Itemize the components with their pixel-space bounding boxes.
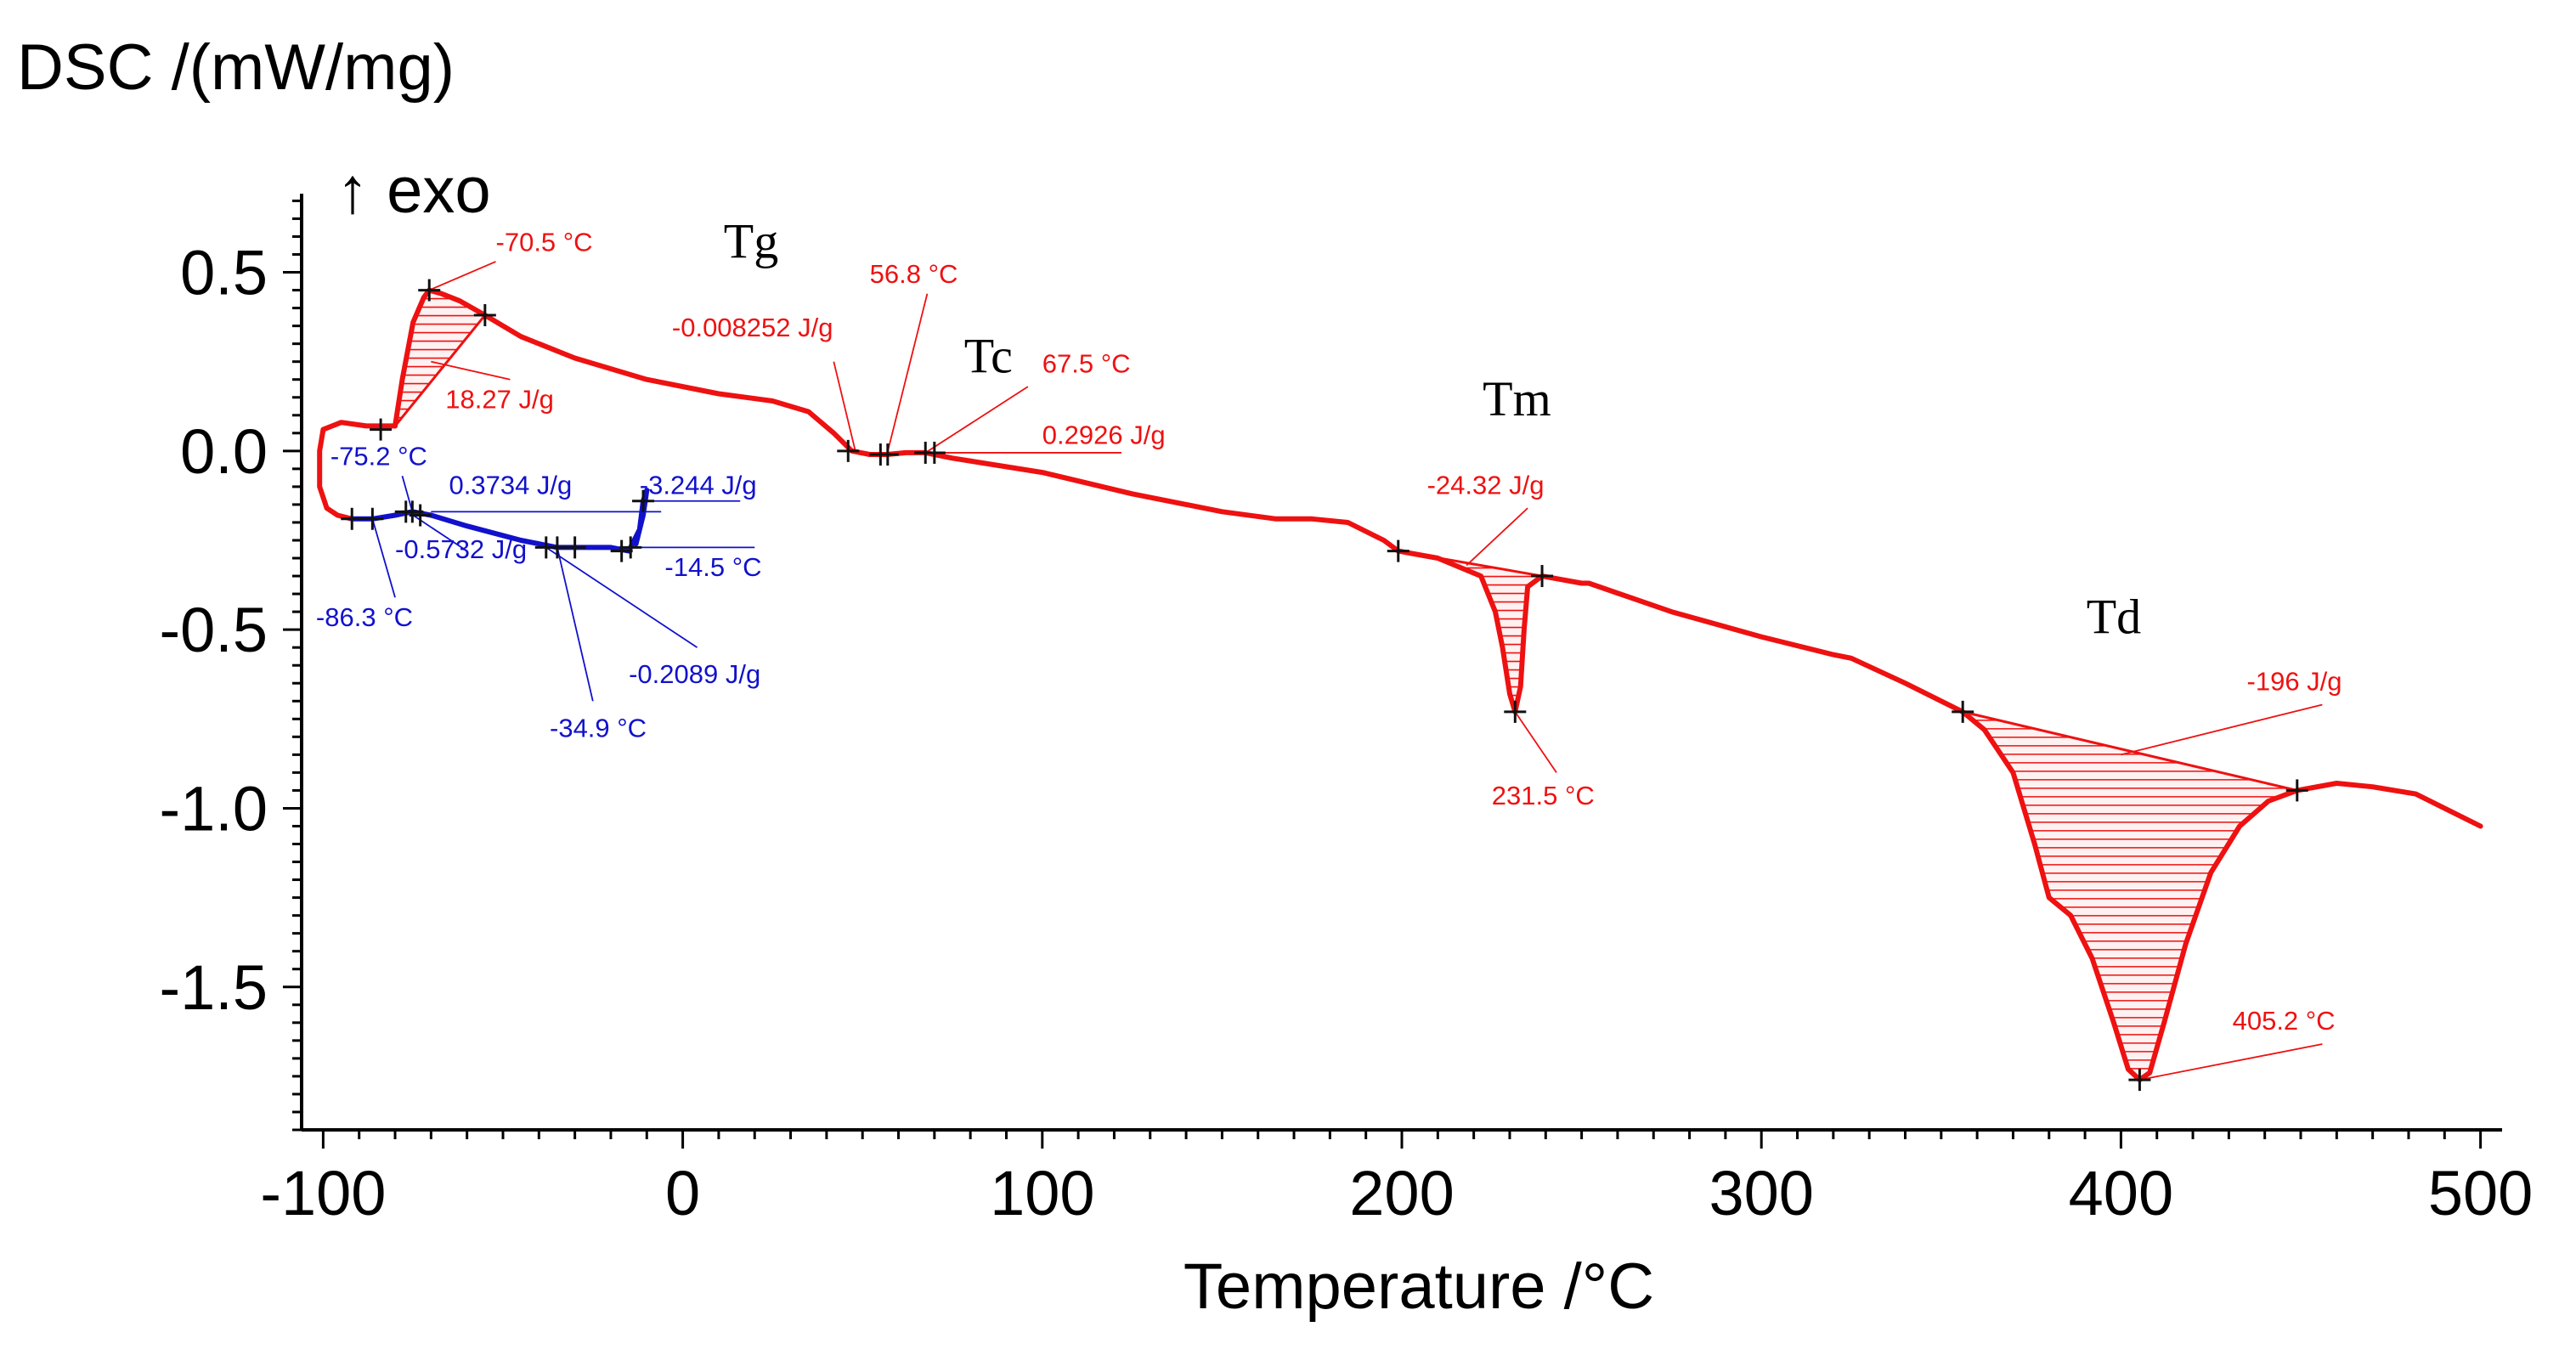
data-marker: [2128, 1069, 2151, 1092]
data-marker: [1504, 700, 1527, 723]
x-axis-label: Temperature /°C: [1183, 1251, 1654, 1323]
data-marker: [632, 489, 655, 512]
leader-line-3: [886, 293, 929, 455]
transition-label: Tg: [724, 214, 778, 269]
x-tick-label: 100: [990, 1158, 1094, 1228]
x-tick-label: 300: [1709, 1158, 1813, 1228]
leader-line-16: [545, 546, 698, 648]
annotation-label: -14.5 °C: [664, 552, 761, 582]
data-marker: [2285, 779, 2308, 802]
data-marker: [361, 507, 384, 530]
y-tick-label: 0.0: [180, 416, 268, 487]
leader-line-9: [2121, 703, 2323, 756]
annotation-label: 67.5 °C: [1042, 348, 1131, 378]
x-tick-label: 200: [1349, 1158, 1454, 1228]
leader-line-10: [401, 476, 414, 512]
leader-line-8: [2139, 1043, 2323, 1081]
transition-label: Tc: [964, 328, 1013, 383]
annotation-label: -34.9 °C: [550, 713, 647, 742]
annotation-label: -0.008252 J/g: [672, 313, 833, 342]
annotation-label: -75.2 °C: [330, 442, 427, 471]
annotation-label: -24.32 J/g: [1427, 470, 1545, 500]
annotation-label: 56.8 °C: [870, 259, 958, 289]
annotation-label: 231.5 °C: [1492, 781, 1595, 810]
data-marker: [1387, 539, 1409, 562]
y-tick-label: -0.5: [159, 595, 268, 665]
peak-baseline-0: [393, 314, 486, 427]
data-marker: [409, 504, 432, 527]
y-tick-label: 0.5: [180, 238, 268, 308]
data-marker: [563, 536, 586, 559]
annotation-label: 0.3734 J/g: [449, 470, 573, 500]
annotations: -70.5 °C 18.27 J/g -0.008252 J/g 56.8 °C 67.…: [316, 227, 2342, 1036]
data-marker: [619, 536, 642, 559]
y-tick-label: -1.5: [159, 952, 268, 1023]
x-tick-label: 400: [2069, 1158, 2173, 1228]
leader-line-14: [412, 514, 468, 552]
transition-label: Tm: [1483, 371, 1551, 426]
exo-direction-label: ↑ exo: [336, 155, 491, 227]
data-marker: [876, 443, 899, 466]
leader-line-1: [431, 360, 511, 381]
data-marker: [370, 418, 393, 441]
data-marker: [1952, 700, 1974, 723]
data-marker: [473, 304, 496, 327]
data-marker: [418, 279, 441, 302]
leader-line-7: [1514, 711, 1557, 773]
leader-line-0: [428, 261, 496, 291]
peak-area-1: [1398, 550, 1542, 712]
annotation-label: 405.2 °C: [2233, 1006, 2336, 1036]
annotation-label: -0.2089 J/g: [629, 659, 760, 689]
data-marker: [1531, 565, 1554, 588]
leader-line-2: [833, 361, 856, 452]
peak-area-2: [1963, 711, 2297, 1081]
leader-line-15: [371, 518, 396, 598]
transition-label: Td: [2087, 589, 2141, 644]
y-axis-label: DSC /(mW/mg): [17, 31, 455, 104]
data-marker: [610, 539, 633, 562]
x-tick-label: 0: [665, 1158, 700, 1228]
annotation-label: -0.5732 J/g: [395, 534, 527, 564]
annotation-label: -70.5 °C: [496, 227, 593, 257]
data-markers: [341, 279, 2308, 1092]
y-tick-label: -1.0: [159, 773, 268, 844]
x-axis: -100 0 100 200 300 400 500: [260, 1128, 2533, 1228]
peak-baseline-2: [1962, 710, 2298, 792]
annotation-label: -86.3 °C: [316, 602, 413, 632]
data-marker: [341, 507, 364, 530]
series-line-1: [317, 420, 398, 522]
leader-lines: [371, 261, 2323, 1081]
data-marker: [923, 441, 946, 464]
x-tick-label: 500: [2428, 1158, 2533, 1228]
annotation-label: -196 J/g: [2247, 667, 2342, 697]
data-marker: [837, 439, 860, 462]
leader-line-6: [1466, 507, 1528, 567]
y-axis: 0.5 0.0 -0.5 -1.0 -1.5: [159, 194, 303, 1132]
leader-line-4: [924, 386, 1029, 454]
x-tick-label: -100: [260, 1158, 386, 1228]
annotation-label: 18.27 J/g: [445, 384, 554, 414]
annotation-label: 0.2926 J/g: [1042, 420, 1166, 449]
series-line-0: [393, 287, 2483, 1083]
transition-labels: Tg Tc Tm Td: [724, 214, 2141, 645]
annotation-label: -3.244 J/g: [640, 470, 757, 500]
leader-line-17: [556, 547, 594, 702]
